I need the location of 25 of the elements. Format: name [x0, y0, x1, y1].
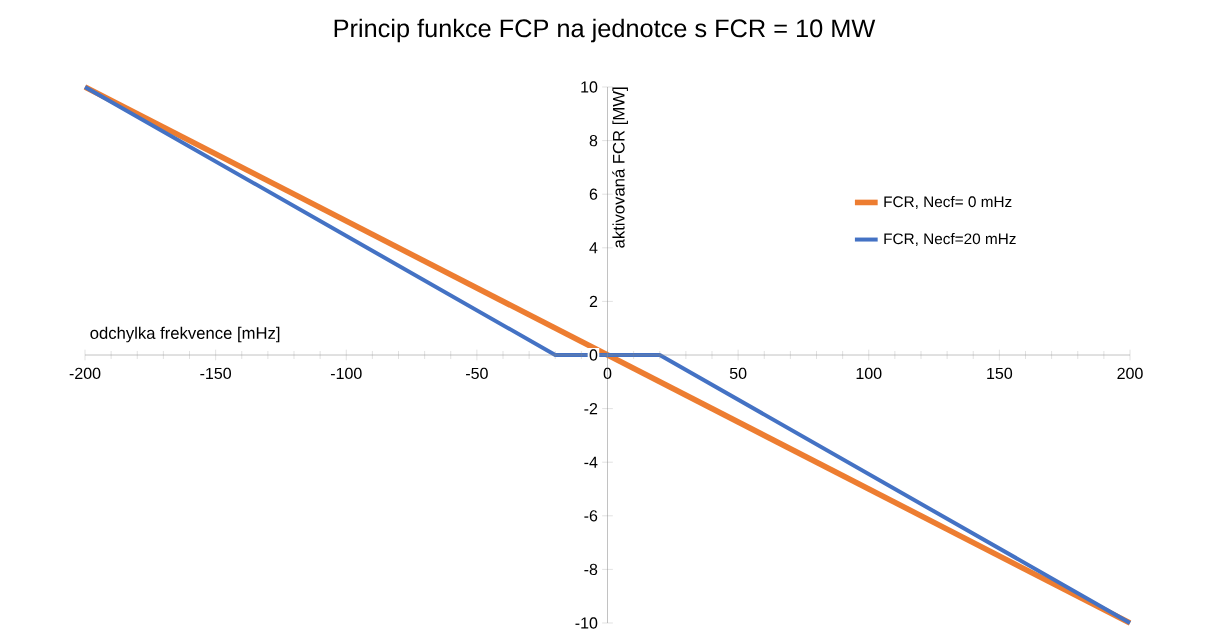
y-axis-title: aktivovaná FCR [MW]: [612, 87, 628, 248]
y-tick-label: 6: [589, 188, 598, 200]
x-tick-label: -100: [330, 367, 362, 380]
y-tick-label: -8: [584, 563, 598, 576]
x-tick-label: 0: [603, 367, 612, 380]
legend-label: FCR, Necf= 0 mHz: [884, 195, 1012, 209]
x-tick-label: 200: [1117, 367, 1143, 380]
y-tick-label: -2: [584, 403, 598, 415]
x-tick-label: -200: [69, 367, 101, 380]
x-tick-label: -150: [200, 367, 232, 380]
x-axis-title: odchylka frekvence [mHz]: [90, 326, 280, 343]
y-tick-label: -10: [575, 617, 598, 629]
y-tick-label: 10: [581, 81, 598, 93]
y-tick-label: 4: [589, 242, 598, 254]
y-tick-label: 8: [589, 134, 598, 147]
chart-title: Princip funkce FCP na jednotce s FCR = 10 MW: [334, 18, 876, 43]
x-tick-label: 150: [987, 367, 1013, 380]
x-tick-label: 50: [729, 367, 747, 380]
y-tick-label: 2: [589, 295, 598, 307]
legend-label: FCR, Necf=20 mHz: [884, 233, 1016, 247]
x-tick-label: -50: [466, 367, 488, 380]
x-tick-label: 100: [856, 367, 882, 380]
y-tick-label: -6: [584, 510, 598, 522]
y-tick-label: 0: [589, 349, 598, 361]
y-tick-label: -4: [584, 456, 598, 468]
